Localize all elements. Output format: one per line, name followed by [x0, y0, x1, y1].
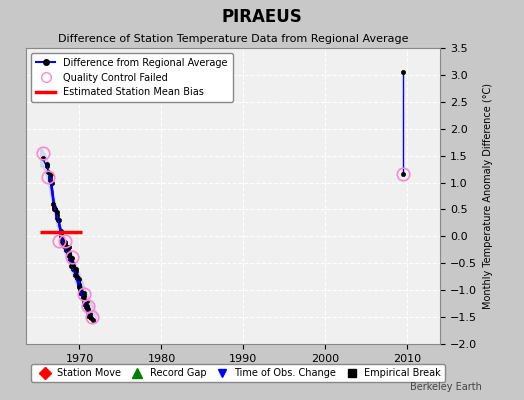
Difference from Regional Average [62, 239, 68, 244]
Difference from Regional Average [54, 212, 60, 217]
Difference from Regional Average [73, 266, 79, 271]
Estimated Station Mean Bias [37, 230, 43, 234]
Text: PIRAEUS: PIRAEUS [222, 8, 302, 26]
Difference from Regional Average [77, 277, 83, 282]
Difference from Regional Average [43, 164, 50, 169]
Difference from Regional Average [51, 204, 57, 209]
Difference from Regional Average [66, 245, 72, 250]
Difference from Regional Average [84, 298, 90, 303]
Difference from Regional Average [87, 312, 93, 317]
Y-axis label: Monthly Temperature Anomaly Difference (°C): Monthly Temperature Anomaly Difference (… [483, 83, 493, 309]
Line: Difference from Regional Average: Difference from Regional Average [40, 156, 92, 316]
Difference from Regional Average [47, 175, 53, 180]
Difference from Regional Average [81, 290, 87, 295]
Difference from Regional Average [39, 156, 46, 161]
Estimated Station Mean Bias [79, 230, 85, 234]
Difference from Regional Average [58, 228, 64, 233]
Text: Berkeley Earth: Berkeley Earth [410, 382, 482, 392]
Legend: Station Move, Record Gap, Time of Obs. Change, Empirical Break: Station Move, Record Gap, Time of Obs. C… [31, 364, 445, 382]
Difference from Regional Average [69, 256, 75, 260]
Title: Difference of Station Temperature Data from Regional Average: Difference of Station Temperature Data f… [58, 34, 408, 44]
